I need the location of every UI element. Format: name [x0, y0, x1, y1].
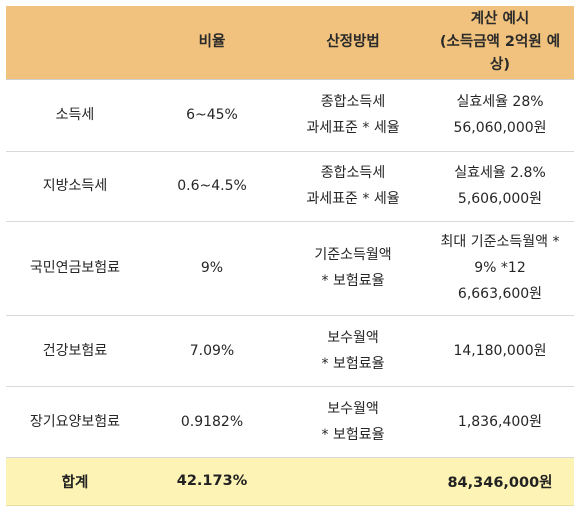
row-name: 국민연금보험료	[6, 221, 144, 316]
row-name: 소득세	[6, 79, 144, 152]
row-name: 지방소득세	[6, 151, 144, 222]
row-example: 14,180,000원	[426, 315, 574, 387]
row-rate: 0.9182%	[144, 386, 280, 458]
tax-table: 비율 산정방법 계산 예시 (소득금액 2억원 예상) 소득세 6~45% 종합…	[6, 6, 574, 506]
row-rate: 0.6~4.5%	[144, 151, 280, 222]
method-line: 보수월액	[327, 329, 379, 346]
method-line: 종합소득세	[320, 94, 386, 110]
example-line: 56,060,000원	[453, 120, 547, 136]
table-row: 소득세 6~45% 종합소득세 과세표준 * 세율 실효세율 28% 56,06…	[6, 79, 574, 152]
example-line: 5,606,000원	[457, 191, 543, 207]
row-name: 장기요양보험료	[6, 386, 144, 458]
header-example-subtitle: (소득금액 2억원 예상)	[439, 33, 561, 73]
example-line: 실효세율 2.8%	[454, 165, 546, 181]
example-line: 6,663,600원	[457, 286, 543, 302]
table-row: 장기요양보험료 0.9182% 보수월액 * 보험료율 1,836,400원	[6, 386, 574, 458]
table-footer: 합계 42.173% 84,346,000원	[6, 457, 574, 506]
example-line: 1,836,400원	[457, 413, 543, 430]
table-row: 건강보험료 7.09% 보수월액 * 보험료율 14,180,000원	[6, 315, 574, 387]
method-line: 종합소득세	[320, 165, 386, 181]
method-line: * 보험료율	[321, 355, 385, 372]
example-line: 실효세율 28%	[456, 94, 544, 110]
header-category	[6, 6, 144, 80]
row-method: 보수월액 * 보험료율	[280, 386, 426, 458]
row-example: 실효세율 28% 56,060,000원	[426, 79, 574, 152]
table-header: 비율 산정방법 계산 예시 (소득금액 2억원 예상)	[6, 6, 574, 80]
row-method: 보수월액 * 보험료율	[280, 315, 426, 387]
row-example: 최대 기준소득월액 * 9% *12 6,663,600원	[426, 221, 574, 316]
row-method: 종합소득세 과세표준 * 세율	[280, 79, 426, 152]
row-method: 종합소득세 과세표준 * 세율	[280, 151, 426, 222]
header-method: 산정방법	[280, 6, 426, 80]
total-method	[280, 457, 426, 506]
row-example: 실효세율 2.8% 5,606,000원	[426, 151, 574, 222]
method-line: 과세표준 * 세율	[306, 120, 400, 136]
table-row: 지방소득세 0.6~4.5% 종합소득세 과세표준 * 세율 실효세율 2.8%…	[6, 151, 574, 222]
example-line: 최대 기준소득월액 *	[440, 234, 560, 250]
method-line: * 보험료율	[321, 426, 385, 443]
row-rate: 7.09%	[144, 315, 280, 387]
header-row: 비율 산정방법 계산 예시 (소득금액 2억원 예상)	[6, 6, 574, 80]
total-example: 84,346,000원	[426, 457, 574, 506]
method-line: * 보험료율	[321, 273, 385, 289]
header-example-title: 계산 예시	[470, 10, 530, 27]
total-label: 합계	[6, 457, 144, 506]
total-row: 합계 42.173% 84,346,000원	[6, 457, 574, 506]
example-line: 14,180,000원	[453, 342, 547, 359]
header-example: 계산 예시 (소득금액 2억원 예상)	[426, 6, 574, 80]
table-body: 소득세 6~45% 종합소득세 과세표준 * 세율 실효세율 28% 56,06…	[6, 79, 574, 458]
header-rate: 비율	[144, 6, 280, 80]
row-rate: 6~45%	[144, 79, 280, 152]
table-row: 국민연금보험료 9% 기준소득월액 * 보험료율 최대 기준소득월액 * 9% …	[6, 221, 574, 316]
method-line: 과세표준 * 세율	[306, 191, 400, 207]
header-method-label: 산정방법	[326, 33, 380, 50]
total-rate: 42.173%	[144, 457, 280, 506]
example-line: 9% *12	[474, 260, 526, 276]
row-name: 건강보험료	[6, 315, 144, 387]
row-method: 기준소득월액 * 보험료율	[280, 221, 426, 316]
row-example: 1,836,400원	[426, 386, 574, 458]
method-line: 기준소득월액	[314, 247, 392, 263]
row-rate: 9%	[144, 221, 280, 316]
method-line: 보수월액	[327, 400, 379, 417]
